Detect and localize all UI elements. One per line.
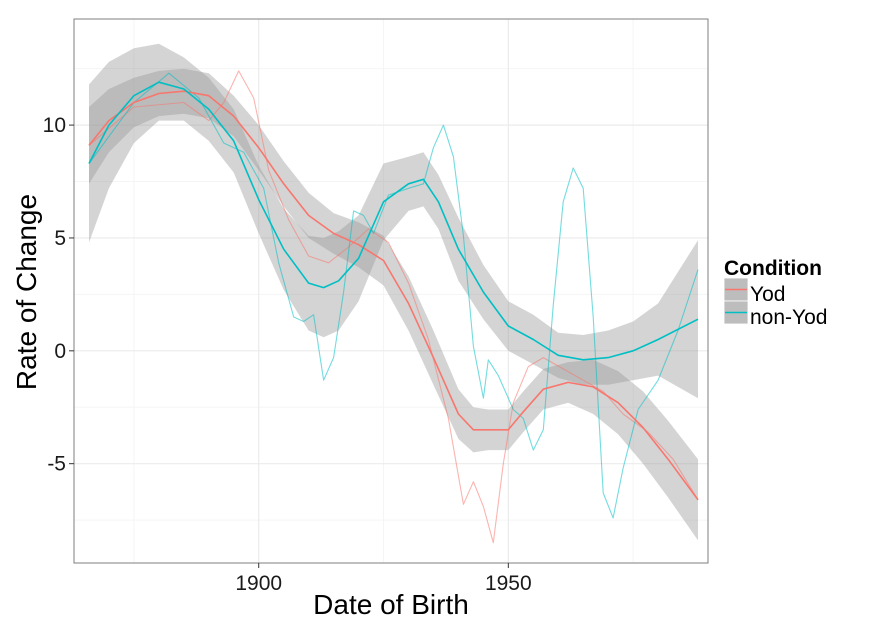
- legend-keys: [723, 277, 749, 325]
- y-axis-title: Rate of Change: [11, 194, 42, 390]
- confidence-band-yod: [89, 68, 698, 541]
- y-tick-label: 10: [43, 114, 66, 137]
- smooth-lines: [88, 81, 699, 501]
- y-tick-label: 0: [54, 340, 66, 363]
- legend: Condition Yod non-Yod: [723, 257, 827, 329]
- legend-title: Condition: [724, 257, 822, 280]
- x-axis-title: Date of Birth: [313, 589, 469, 620]
- y-tick-label: -5: [47, 453, 66, 476]
- x-tick-label: 1950: [485, 572, 532, 595]
- y-tick-label: 5: [54, 227, 66, 250]
- x-tick-label: 1900: [235, 572, 282, 595]
- grid-lines: [74, 19, 708, 563]
- legend-label-non-yod: non-Yod: [750, 306, 827, 329]
- raw-lines: [88, 70, 699, 544]
- confidence-band-non-yod: [89, 43, 698, 399]
- raw-line-yod: [88, 70, 699, 544]
- confidence-bands: [89, 43, 698, 541]
- raw-line-non-yod: [88, 72, 699, 519]
- legend-label-yod: Yod: [750, 283, 785, 306]
- plot-border: [73, 18, 709, 564]
- smooth-line-yod: [88, 90, 699, 501]
- axis-ticks: 1900 1950 -5 0 5 10: [43, 114, 532, 595]
- smooth-line-non-yod: [88, 81, 699, 361]
